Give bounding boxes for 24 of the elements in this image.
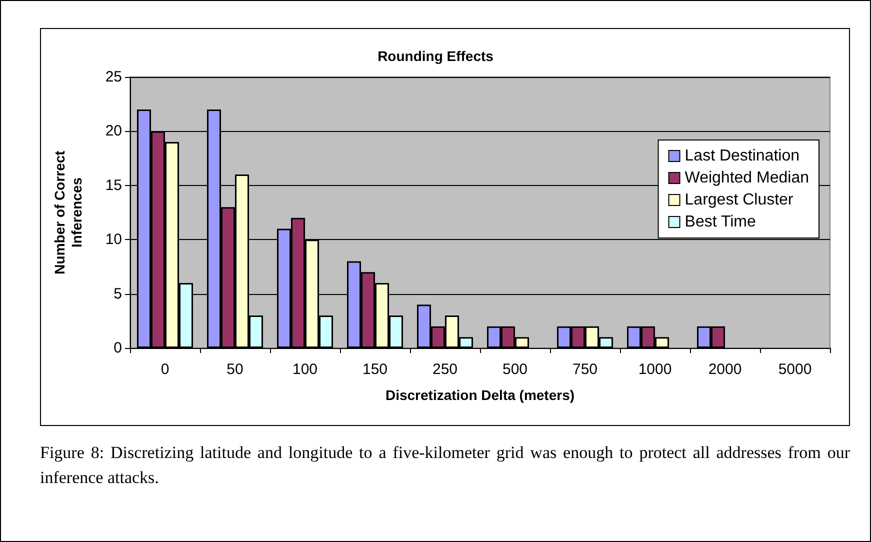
x-tick-label: 2000 — [708, 361, 742, 378]
y-tick-label: 0 — [114, 340, 122, 356]
x-axis-title: Discretization Delta (meters) — [385, 387, 575, 403]
x-tick-label: 150 — [362, 361, 388, 378]
chart-title: Rounding Effects — [378, 48, 494, 64]
x-tick-label: 250 — [432, 361, 458, 378]
caption: Figure 8: Discretizing latitude and longitude to a five-kilometer grid was enough to protect all addresses from our inference attacks. — [40, 442, 850, 489]
y-axis-title: Number of Correct Inferences — [52, 150, 84, 274]
x-tick-label: 100 — [292, 361, 318, 378]
legend-label: Best Time — [684, 214, 756, 230]
y-tick-label: 5 — [114, 285, 122, 302]
x-tick-label: 500 — [502, 361, 528, 378]
x-tick-label: 1000 — [638, 361, 672, 378]
legend-label: Last Destination — [684, 148, 800, 164]
legend-label: Weighted Median — [684, 170, 810, 186]
y-tick-label: 15 — [105, 176, 122, 194]
x-tick-label: 0 — [160, 361, 170, 378]
x-tick-label: 50 — [226, 361, 244, 378]
y-tick-label: 10 — [105, 231, 122, 248]
legend-label: Largest Cluster — [684, 192, 794, 208]
y-tick-label: 25 — [105, 68, 122, 86]
x-tick-label: 5000 — [778, 361, 812, 378]
y-tick-label: 20 — [105, 122, 122, 140]
x-tick-label: 750 — [572, 361, 598, 378]
